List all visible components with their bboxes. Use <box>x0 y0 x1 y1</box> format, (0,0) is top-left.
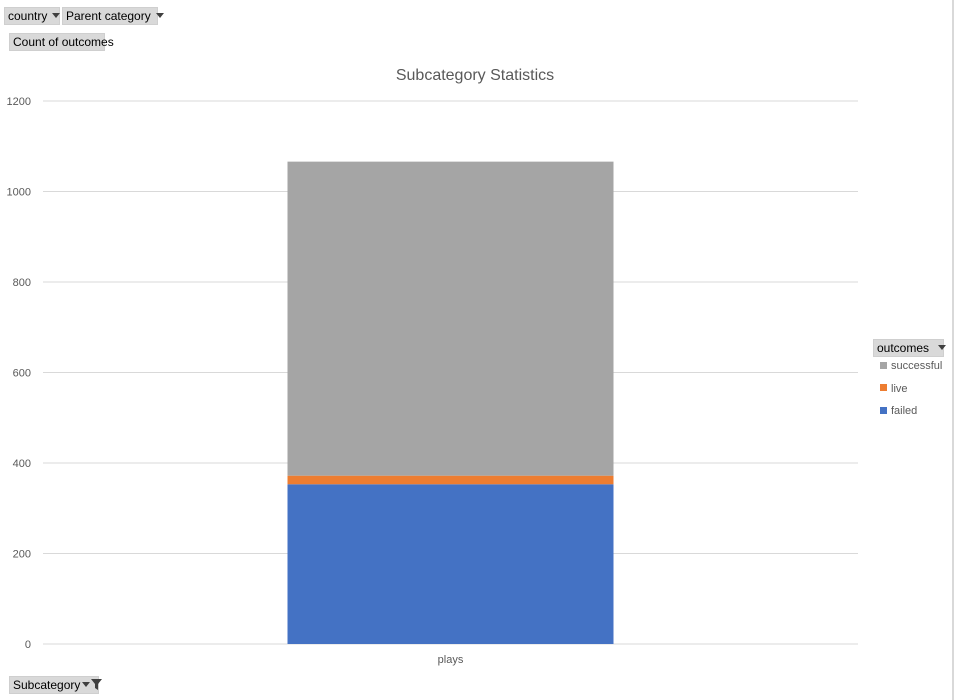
y-tick-label: 800 <box>13 277 31 289</box>
legend-swatch <box>880 361 887 369</box>
country-filter-button[interactable]: country <box>4 7 61 25</box>
legend-swatch <box>880 406 887 414</box>
chevron-down-icon <box>82 682 91 688</box>
parent-category-filter-label: Parent category <box>66 9 151 23</box>
subcategory-filter-label: Subcategory <box>13 678 81 692</box>
window-edge <box>952 0 954 700</box>
legend-item-live[interactable]: live <box>880 383 908 395</box>
chevron-down-icon <box>155 13 164 19</box>
parent-category-filter-button[interactable]: Parent category <box>62 7 164 25</box>
y-tick-label: 200 <box>13 549 31 561</box>
value-field-button[interactable]: Count of outcomes <box>9 33 114 51</box>
filter-icon <box>91 679 103 691</box>
legend-label: failed <box>891 405 918 417</box>
y-tick-label: 1000 <box>7 187 31 199</box>
legend-label: successful <box>891 360 943 372</box>
legend-item-failed[interactable]: failed <box>880 405 917 417</box>
legend-swatch <box>880 384 887 392</box>
y-tick-label: 600 <box>13 368 31 380</box>
legend-field-label: outcomes <box>877 341 930 355</box>
value-field-label: Count of outcomes <box>13 35 114 49</box>
x-category-label: plays <box>438 654 464 666</box>
chevron-down-icon <box>938 345 947 351</box>
y-tick-label: 0 <box>25 639 31 651</box>
bar-segment-failed[interactable] <box>287 484 614 644</box>
subcategory-filter-button[interactable]: Subcategory <box>9 676 103 694</box>
legend-label: live <box>891 382 908 395</box>
country-filter-label: country <box>8 9 48 23</box>
legend-item-successful[interactable]: successful <box>880 360 942 372</box>
chevron-down-icon <box>52 13 61 19</box>
bar-segment-successful[interactable] <box>287 161 614 476</box>
chart-title: Subcategory Statistics <box>396 67 554 84</box>
legend-field-button[interactable]: outcomes <box>873 339 947 357</box>
y-tick-label: 400 <box>13 458 31 470</box>
y-tick-label: 1200 <box>7 96 31 108</box>
bar-segment-live[interactable] <box>287 475 614 485</box>
